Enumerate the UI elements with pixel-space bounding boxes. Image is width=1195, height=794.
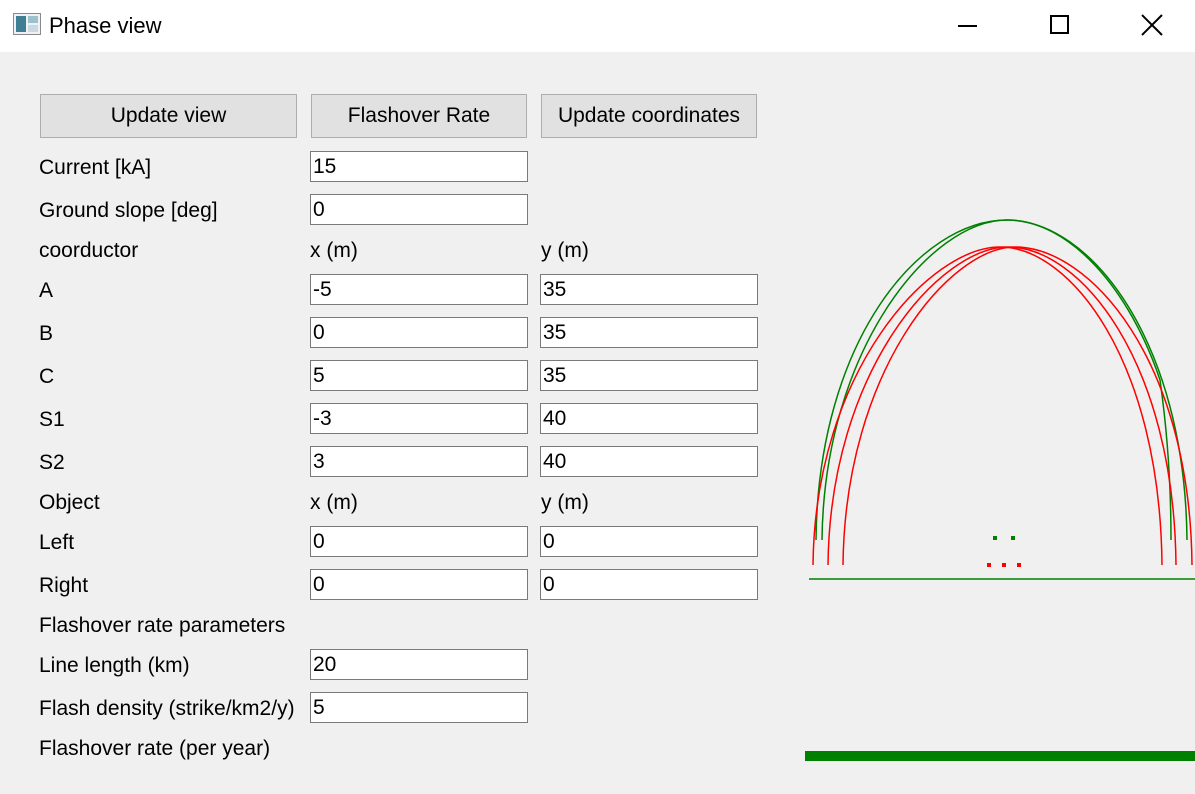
- conductor-name-a: A: [39, 279, 54, 302]
- phase-conductor-b: [1002, 563, 1006, 567]
- phase-arc-c: [842, 246, 1193, 566]
- object-right-y-input[interactable]: 0: [540, 569, 758, 600]
- phase-view-plot: [809, 219, 1195, 580]
- conductor-s2-y-input[interactable]: 40: [540, 446, 758, 477]
- phase-conductor-a: [987, 563, 991, 567]
- maximize-icon: [1050, 15, 1069, 34]
- conductor-name-b: B: [39, 322, 54, 345]
- conductor-name-s2: S2: [39, 451, 65, 474]
- conductor-a-y-input[interactable]: 35: [540, 274, 758, 305]
- conductor-b-y-input[interactable]: 35: [540, 317, 758, 348]
- conductor-column-header: coorductor: [39, 239, 139, 262]
- conductor-name-s1: S1: [39, 408, 65, 431]
- flash-density-input[interactable]: 5: [310, 692, 528, 723]
- minimize-button[interactable]: [921, 0, 1013, 52]
- object-left-y-input[interactable]: 0: [540, 526, 758, 557]
- title-bar: Phase view: [0, 0, 1195, 52]
- flashover-rate-label: Flashover rate (per year): [39, 737, 271, 760]
- flash-density-label: Flash density (strike/km2/y): [39, 697, 295, 720]
- current-input[interactable]: 15: [310, 151, 528, 182]
- conductor-x-header: x (m): [310, 239, 358, 262]
- conductor-s1-x-input[interactable]: -3: [310, 403, 528, 434]
- ground-slope-label: Ground slope [deg]: [39, 199, 218, 222]
- conductor-a-x-input[interactable]: -5: [310, 274, 528, 305]
- phase-conductor-c: [1017, 563, 1021, 567]
- app-window-icon: [13, 13, 41, 35]
- window-title: Phase view: [49, 13, 162, 38]
- object-column-header: Object: [39, 491, 100, 514]
- conductor-s1-y-input[interactable]: 40: [540, 403, 758, 434]
- flashover-result-bar: [805, 751, 1195, 761]
- shield-arc-right: [821, 219, 1188, 541]
- object-name-right: Right: [39, 574, 89, 597]
- ground-slope-input[interactable]: 0: [310, 194, 528, 225]
- flashover-section-label: Flashover rate parameters: [39, 614, 286, 637]
- object-right-x-input[interactable]: 0: [310, 569, 528, 600]
- shield-arc-left: [815, 219, 1172, 541]
- object-name-left: Left: [39, 531, 75, 554]
- conductor-s2-x-input[interactable]: 3: [310, 446, 528, 477]
- object-x-header: x (m): [310, 491, 358, 514]
- conductor-name-c: C: [39, 365, 55, 388]
- conductor-b-x-input[interactable]: 0: [310, 317, 528, 348]
- minimize-icon: [958, 25, 977, 27]
- flashover-rate-button[interactable]: Flashover Rate: [311, 94, 527, 138]
- object-y-header: y (m): [541, 491, 589, 514]
- line-length-input[interactable]: 20: [310, 649, 528, 680]
- conductor-c-x-input[interactable]: 5: [310, 360, 528, 391]
- shield-wire-s2: [1011, 536, 1015, 540]
- line-length-label: Line length (km): [39, 654, 190, 677]
- conductor-c-y-input[interactable]: 35: [540, 360, 758, 391]
- current-label: Current [kA]: [39, 156, 152, 179]
- phase-arc-a: [812, 246, 1163, 566]
- close-button[interactable]: [1105, 0, 1195, 52]
- phase-arc-b: [827, 246, 1177, 566]
- update-view-button[interactable]: Update view: [40, 94, 297, 138]
- conductor-y-header: y (m): [541, 239, 589, 262]
- close-icon: [1141, 14, 1163, 36]
- object-left-x-input[interactable]: 0: [310, 526, 528, 557]
- maximize-button[interactable]: [1013, 0, 1105, 52]
- update-coordinates-button[interactable]: Update coordinates: [541, 94, 757, 138]
- shield-wire-s1: [993, 536, 997, 540]
